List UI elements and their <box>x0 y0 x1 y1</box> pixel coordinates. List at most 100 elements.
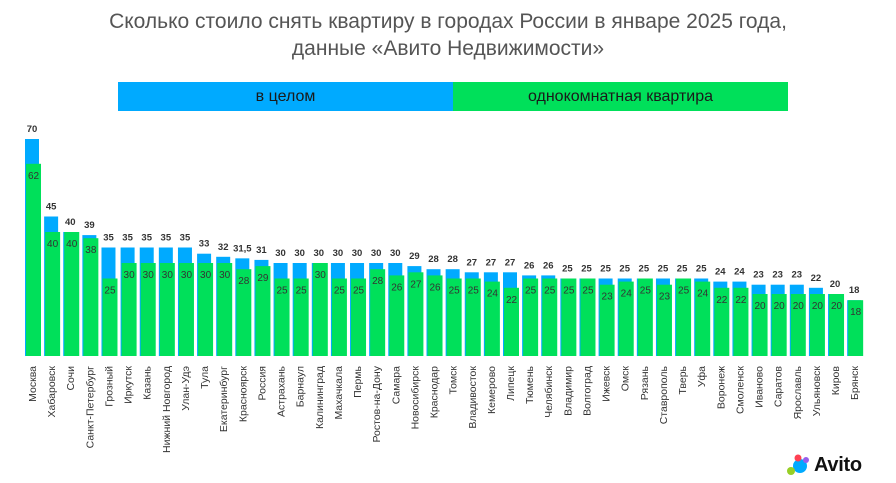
value-label-overall: 33 <box>199 239 210 250</box>
bar-one-room <box>599 284 615 356</box>
value-label-overall: 30 <box>314 248 325 259</box>
value-label-one-room: 25 <box>544 286 556 297</box>
value-label-overall: 18 <box>849 285 860 296</box>
category-label: Рязань <box>639 365 651 400</box>
bar-one-room <box>83 238 99 356</box>
bar-one-room <box>331 278 347 356</box>
bar-one-room <box>504 287 519 356</box>
category-label: Брянск <box>849 366 861 400</box>
bar-one-room <box>580 278 596 356</box>
value-label-overall: 32 <box>218 242 229 253</box>
category-label: Ижевск <box>601 366 613 402</box>
bar-one-room <box>446 278 462 356</box>
value-label-overall: 35 <box>103 233 114 244</box>
value-label-one-room: 25 <box>104 286 116 297</box>
bar-one-room <box>140 263 156 356</box>
category-label: Киров <box>830 366 842 396</box>
value-label-overall: 31,5 <box>233 243 252 254</box>
bar-one-room <box>427 275 443 356</box>
value-label-overall: 27 <box>466 257 477 268</box>
value-label-overall: 30 <box>352 248 363 259</box>
bar-one-room <box>656 284 672 356</box>
avito-logo-icon <box>787 454 809 475</box>
category-label: Санкт-Петербург <box>84 366 96 449</box>
bar-one-room <box>64 232 80 356</box>
value-label-one-room: 38 <box>85 245 97 256</box>
bar-one-room <box>274 278 290 356</box>
value-label-one-room: 25 <box>353 286 365 297</box>
bar-one-room <box>178 263 194 356</box>
value-label-one-room: 25 <box>296 286 308 297</box>
bar-one-room <box>542 278 558 356</box>
bar-one-room <box>465 278 481 356</box>
value-label-one-room: 40 <box>47 239 59 250</box>
bar-one-room <box>484 281 500 356</box>
value-label-one-room: 30 <box>315 270 327 281</box>
value-label-one-room: 24 <box>697 289 709 300</box>
avito-logo: Avito <box>786 453 862 477</box>
bar-one-room <box>293 278 309 356</box>
category-label: Россия <box>256 366 268 400</box>
value-label-overall: 25 <box>562 264 573 275</box>
category-label: Владимир <box>562 366 574 416</box>
bar-one-room <box>637 278 653 356</box>
value-label-overall: 70 <box>27 124 38 135</box>
category-label: Тюмень <box>524 365 536 404</box>
value-label-overall: 20 <box>830 279 841 290</box>
bar-one-room <box>351 278 367 356</box>
value-label-one-room: 28 <box>372 276 384 287</box>
value-label-one-room: 30 <box>200 270 212 281</box>
value-label-overall: 40 <box>65 217 76 228</box>
category-label: Ставрополь <box>658 365 670 424</box>
bar-one-room <box>733 287 749 356</box>
category-label: Казань <box>142 365 154 399</box>
bar-one-room <box>389 275 405 356</box>
value-label-overall: 25 <box>581 264 592 275</box>
value-label-one-room: 26 <box>429 282 441 293</box>
category-label: Екатеринбург <box>218 366 230 432</box>
bar-one-room <box>809 294 825 356</box>
value-label-one-room: 25 <box>678 286 690 297</box>
value-label-one-room: 30 <box>162 270 174 281</box>
value-label-one-room: 20 <box>812 301 824 312</box>
avito-logo-text: Avito <box>814 453 862 476</box>
value-label-overall: 25 <box>677 264 688 275</box>
category-label: Астрахань <box>276 365 288 417</box>
value-label-overall: 35 <box>161 233 172 244</box>
category-label: Саратов <box>773 366 785 408</box>
category-label: Волгоград <box>581 366 593 416</box>
value-label-overall: 25 <box>639 264 650 275</box>
chart-title: Сколько стоило снять квартиру в городах … <box>0 8 896 62</box>
value-label-one-room: 25 <box>640 286 652 297</box>
value-label-overall: 22 <box>811 273 822 284</box>
value-label-one-room: 62 <box>28 171 40 182</box>
value-label-one-room: 40 <box>66 239 78 250</box>
bar-one-room <box>523 278 539 356</box>
bar-one-room <box>790 294 806 356</box>
category-label: Новосибирск <box>409 366 421 430</box>
value-label-one-room: 25 <box>334 286 346 297</box>
value-label-overall: 30 <box>371 248 382 259</box>
value-label-one-room: 28 <box>238 276 250 287</box>
value-label-one-room: 24 <box>487 289 499 300</box>
category-label: Липецк <box>505 366 517 401</box>
category-label: Иркутск <box>123 366 135 404</box>
bar-one-room <box>848 300 864 356</box>
value-label-one-room: 26 <box>391 282 403 293</box>
value-label-one-room: 30 <box>219 270 231 281</box>
value-label-one-room: 25 <box>449 286 461 297</box>
value-label-overall: 30 <box>294 248 305 259</box>
value-label-overall: 28 <box>428 254 439 265</box>
bar-one-room <box>752 294 768 356</box>
value-label-one-room: 22 <box>716 295 728 306</box>
category-label: Махачкала <box>333 366 345 420</box>
bar-one-room <box>771 294 787 356</box>
bar-one-room <box>714 287 730 356</box>
value-label-overall: 25 <box>619 264 630 275</box>
value-label-overall: 25 <box>658 264 669 275</box>
chart-title-line-2: данные «Авито Недвижимости» <box>291 37 605 60</box>
category-label: Уфа <box>696 366 708 387</box>
value-label-one-room: 20 <box>831 301 843 312</box>
category-label: Владивосток <box>467 366 479 429</box>
